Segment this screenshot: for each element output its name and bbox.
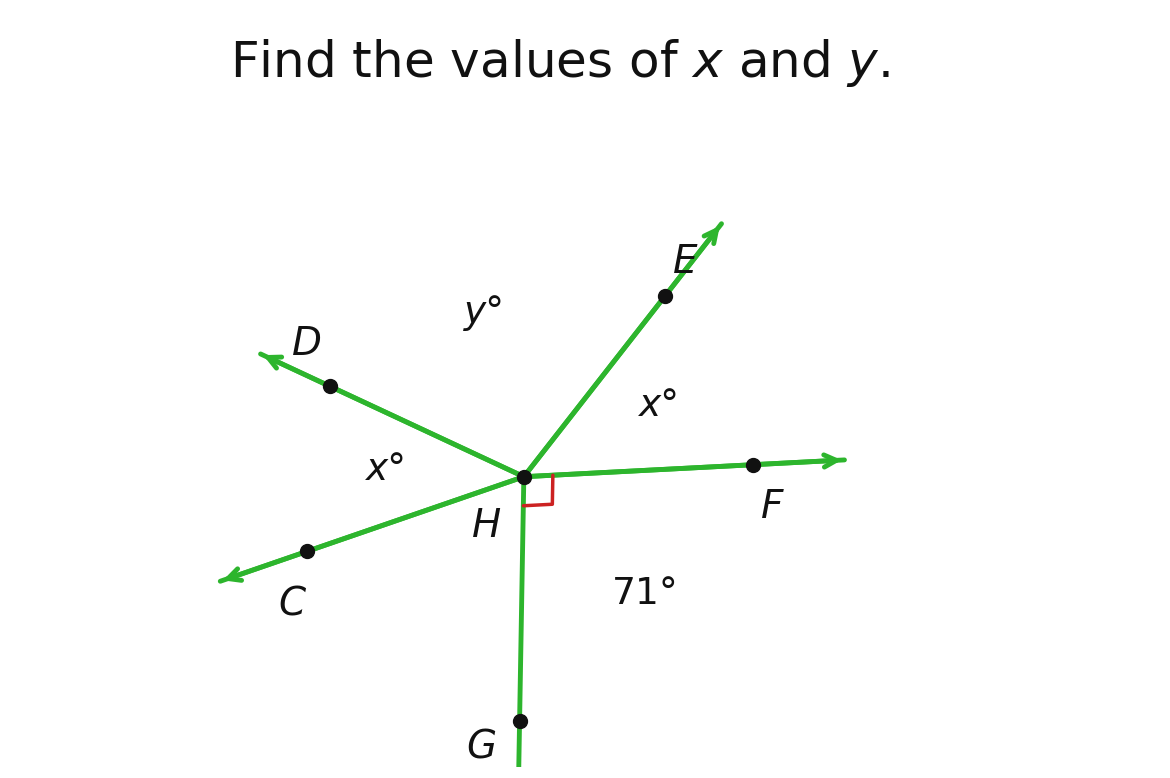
Point <box>510 715 529 727</box>
Point <box>743 458 762 471</box>
Text: 71°: 71° <box>612 576 679 612</box>
Text: G: G <box>467 729 496 767</box>
Point <box>515 471 534 483</box>
Point <box>321 380 339 392</box>
Text: x°: x° <box>366 451 407 488</box>
Text: D: D <box>292 325 322 363</box>
Point <box>655 289 674 302</box>
Text: C: C <box>278 586 305 624</box>
Text: y°: y° <box>464 295 505 331</box>
Text: E: E <box>673 243 697 281</box>
Text: F: F <box>760 488 783 526</box>
Text: H: H <box>472 507 501 545</box>
Point <box>297 545 316 558</box>
Text: x°: x° <box>639 388 680 424</box>
Text: Find the values of $\mathit{x}$ and $\mathit{y}$.: Find the values of $\mathit{x}$ and $\ma… <box>229 37 889 89</box>
